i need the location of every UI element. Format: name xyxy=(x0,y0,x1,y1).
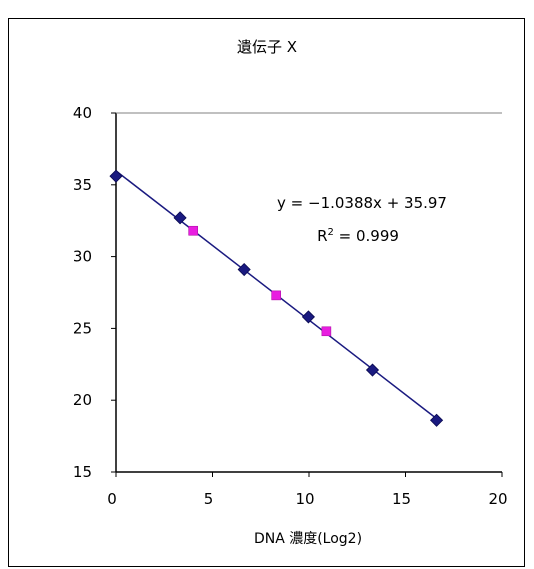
r-squared-sup: 2 xyxy=(328,227,334,238)
chart-title: 遺伝子 X xyxy=(237,38,297,56)
y-tick-label: 20 xyxy=(73,391,92,409)
diamond-point xyxy=(301,310,315,324)
square-point xyxy=(188,225,198,236)
y-tick-label: 25 xyxy=(73,319,92,337)
x-tick-label: 20 xyxy=(488,490,507,508)
x-tick-label: 5 xyxy=(204,490,214,508)
diamond-point xyxy=(173,211,187,225)
x-tick-label: 0 xyxy=(107,490,117,508)
x-tick-label: 10 xyxy=(295,490,314,508)
square-point xyxy=(321,326,332,337)
r-squared-label: R2 = 0.999 xyxy=(317,227,399,245)
x-tick-label: 15 xyxy=(392,490,411,508)
tick-labels: 15 20 25 30 35 40 0 5 10 15 20 xyxy=(73,104,508,508)
diamond-point xyxy=(109,169,123,183)
r-squared-value: = 0.999 xyxy=(334,227,399,245)
diamond-point xyxy=(430,413,444,427)
x-axis-label: DNA 濃度(Log2) xyxy=(254,531,362,547)
y-tick-label: 35 xyxy=(73,176,92,194)
diamond-point xyxy=(237,262,251,277)
axes xyxy=(111,112,503,477)
r-squared-prefix: R xyxy=(317,227,327,245)
y-tick-label: 40 xyxy=(73,104,92,122)
diamond-point xyxy=(365,363,380,377)
y-tick-label: 30 xyxy=(73,248,92,266)
equation-label: y = −1.0388x + 35.97 xyxy=(277,194,447,212)
y-tick-label: 15 xyxy=(73,463,92,481)
square-point xyxy=(271,290,281,301)
data-points xyxy=(109,169,444,427)
chart-frame xyxy=(8,18,525,567)
